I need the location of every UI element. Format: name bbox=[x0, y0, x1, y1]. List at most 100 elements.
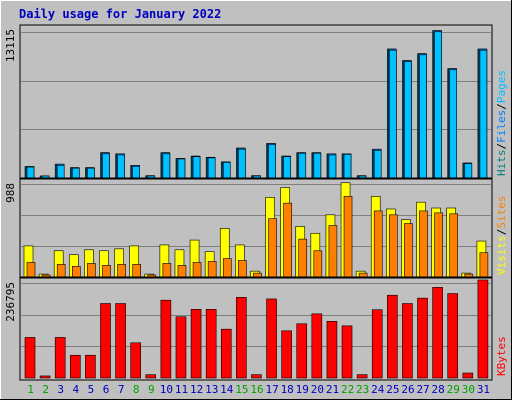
bar-pages bbox=[464, 163, 473, 179]
bar-kbytes bbox=[24, 337, 36, 379]
x-tick-label: 8 bbox=[133, 383, 140, 396]
bar-sites bbox=[102, 265, 111, 278]
bar-sites bbox=[253, 272, 262, 278]
bar-kbytes bbox=[115, 303, 126, 379]
bar-sites bbox=[192, 262, 202, 278]
bar-sites bbox=[419, 210, 428, 278]
bar-kbytes bbox=[462, 372, 474, 379]
bar-sites bbox=[268, 218, 277, 278]
bar-pages bbox=[132, 166, 140, 179]
bar-kbytes bbox=[326, 321, 338, 379]
bar-sites bbox=[404, 223, 413, 278]
bar-sites bbox=[449, 213, 459, 278]
x-tick-label: 31 bbox=[477, 383, 490, 396]
bar-sites bbox=[389, 214, 398, 278]
bar-pages bbox=[328, 154, 337, 179]
bar-kbytes bbox=[205, 308, 217, 379]
bar-sites bbox=[479, 252, 489, 278]
x-tick-label: 27 bbox=[416, 383, 429, 396]
bar-kbytes bbox=[356, 374, 368, 379]
bar-kbytes bbox=[432, 287, 443, 379]
bar-kbytes bbox=[281, 330, 292, 379]
x-tick-label: 3 bbox=[57, 383, 64, 396]
bar-pages bbox=[313, 152, 322, 179]
bar-sites bbox=[434, 212, 443, 278]
bar-kbytes bbox=[100, 303, 111, 379]
x-tick-label: 19 bbox=[296, 383, 309, 396]
panel-max-label: 236795 bbox=[4, 282, 17, 322]
x-axis-day-labels: 1 2 3 4 5 6 7 8 9 10 11 12 13 14 15 16 17 18 19 20 21 22 23 24 2… bbox=[27, 383, 490, 396]
bar-pages bbox=[71, 167, 80, 179]
legend-entry: Hits bbox=[495, 150, 508, 177]
bar-pages bbox=[283, 156, 291, 179]
bar-kbytes bbox=[387, 294, 398, 379]
bar-kbytes bbox=[417, 297, 428, 379]
chart-title: Daily usage for January 2022 bbox=[19, 7, 221, 21]
bar-kbytes bbox=[130, 342, 141, 379]
bar-sites bbox=[222, 258, 232, 278]
panel-legend: KBytes bbox=[495, 336, 508, 376]
bar-sites bbox=[283, 202, 292, 278]
bar-sites bbox=[328, 225, 338, 278]
bar-kbytes bbox=[190, 308, 202, 379]
bar-kbytes bbox=[175, 316, 187, 379]
bar-sites bbox=[177, 265, 187, 278]
x-tick-label: 2 bbox=[42, 383, 49, 396]
bar-sites bbox=[132, 264, 141, 278]
bar-pages bbox=[102, 153, 110, 179]
panel-max-label: 13115 bbox=[4, 29, 17, 62]
bar-sites bbox=[71, 266, 81, 278]
bar-kbytes bbox=[251, 374, 262, 379]
legend-entry: Pages bbox=[495, 70, 508, 103]
bar-sites bbox=[162, 263, 172, 278]
x-tick-label: 22 bbox=[341, 383, 354, 396]
bar-pages bbox=[207, 157, 216, 179]
bar-kbytes bbox=[54, 337, 66, 379]
bar-pages bbox=[117, 154, 125, 179]
bar-kbytes bbox=[69, 354, 81, 379]
bar-sites bbox=[343, 196, 353, 278]
legend-entry: Sites bbox=[495, 196, 508, 229]
x-tick-label: 11 bbox=[175, 383, 188, 396]
bar-kbytes bbox=[341, 325, 353, 379]
bar-pages bbox=[404, 61, 412, 179]
bar-pages bbox=[162, 153, 171, 179]
x-tick-label: 14 bbox=[220, 383, 234, 396]
x-tick-label: 12 bbox=[190, 383, 203, 396]
x-tick-label: 17 bbox=[265, 383, 278, 396]
bar-sites bbox=[87, 263, 96, 278]
bar-kbytes bbox=[160, 299, 172, 379]
bar-sites bbox=[207, 261, 217, 278]
bar-pages bbox=[434, 31, 442, 179]
bar-pages bbox=[177, 158, 186, 179]
bar-sites bbox=[358, 272, 368, 278]
kbytes-panel: 236795 KBytes bbox=[4, 276, 508, 379]
bar-pages bbox=[449, 69, 458, 179]
x-tick-label: 23 bbox=[356, 383, 369, 396]
legend-entry: / bbox=[495, 229, 508, 236]
legend-entry: Files bbox=[495, 110, 508, 143]
bar-sites bbox=[238, 260, 247, 278]
x-tick-label: 16 bbox=[250, 383, 263, 396]
bar-pages bbox=[192, 156, 201, 179]
x-tick-label: 25 bbox=[386, 383, 399, 396]
bar-pages bbox=[238, 148, 246, 179]
x-tick-label: 1 bbox=[27, 383, 34, 396]
legend-entry: / bbox=[495, 103, 508, 110]
visits-panel: 988 Visits/Sites bbox=[4, 177, 508, 278]
bar-pages bbox=[343, 154, 352, 179]
bar-kbytes bbox=[220, 328, 232, 379]
bar-sites bbox=[373, 210, 383, 278]
x-tick-label: 29 bbox=[447, 383, 460, 396]
bar-pages bbox=[222, 162, 231, 179]
x-tick-label: 28 bbox=[432, 383, 445, 396]
bar-pages bbox=[419, 54, 427, 179]
bar-kbytes bbox=[145, 374, 157, 379]
x-tick-label: 15 bbox=[235, 383, 248, 396]
plot-border bbox=[19, 24, 493, 381]
bar-sites bbox=[117, 264, 126, 278]
bar-kbytes bbox=[371, 309, 383, 379]
x-tick-label: 21 bbox=[326, 383, 339, 396]
x-tick-label: 30 bbox=[462, 383, 475, 396]
